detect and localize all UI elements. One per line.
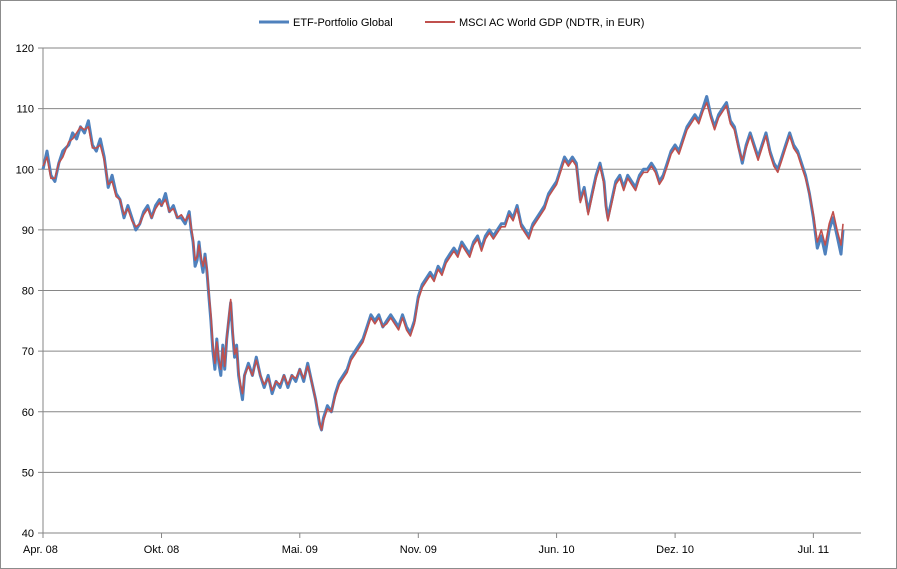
x-tick-label: Dez. 10 — [656, 544, 694, 556]
gridlines — [43, 47, 861, 534]
x-tick-label: Nov. 09 — [400, 544, 437, 556]
axes: 40 50 60 70 80 90 100 110 120 Apr. 08 Okt. 08 Mai. … — [16, 43, 830, 556]
legend: ETF-Portfolio Global MSCI AC World GDP (N… — [259, 17, 644, 29]
x-tick-label: Mai. 09 — [282, 544, 318, 556]
x-tick-label: Jun. 10 — [539, 544, 575, 556]
y-tick-label: 40 — [22, 528, 34, 540]
legend-label-etf: ETF-Portfolio Global — [293, 17, 393, 29]
y-tick-label: 80 — [22, 286, 34, 298]
y-tick-label: 90 — [22, 225, 34, 237]
y-tick-label: 70 — [22, 346, 34, 358]
x-tick-label: Jul. 11 — [798, 544, 830, 556]
legend-label-msci: MSCI AC World GDP (NDTR, in EUR) — [459, 17, 644, 29]
y-tick-label: 120 — [16, 43, 34, 55]
series-line-etf-portfolio-global — [41, 95, 845, 432]
y-tick-label: 110 — [16, 104, 34, 116]
series-line-msci-ac-world-gdp — [42, 101, 844, 431]
series-lines — [41, 95, 845, 432]
y-tick-label: 60 — [22, 407, 34, 419]
x-tick-label: Okt. 08 — [144, 544, 179, 556]
y-tick-label: 50 — [22, 467, 34, 479]
x-tick-label: Apr. 08 — [23, 544, 58, 556]
y-tick-label: 100 — [16, 164, 34, 176]
